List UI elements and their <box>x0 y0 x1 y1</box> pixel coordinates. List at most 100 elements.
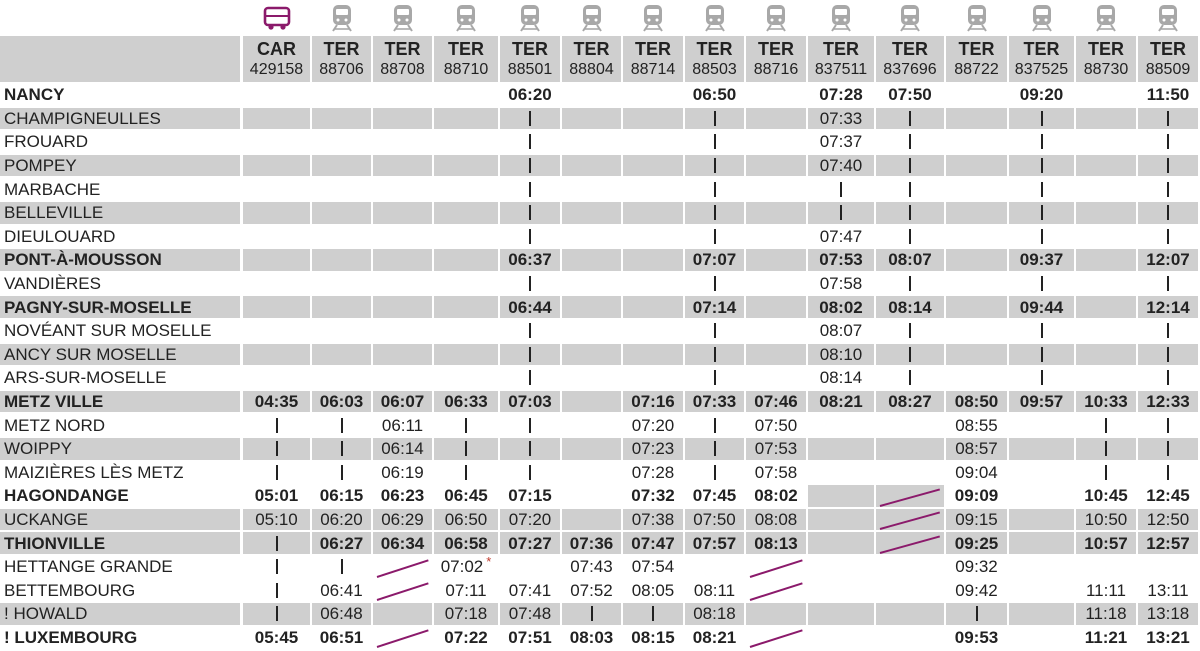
time-cell <box>1009 343 1074 366</box>
time-cell <box>1009 273 1074 295</box>
time-cell <box>623 178 683 200</box>
column-header: TER 88722 <box>946 36 1007 82</box>
time-cell: 08:27 <box>876 390 944 413</box>
time-value: 06:41 <box>320 580 363 600</box>
time-cell <box>243 532 310 554</box>
time-cell <box>243 178 310 200</box>
pass-through-mark <box>590 606 593 622</box>
time-cell: 08:07 <box>876 249 944 271</box>
time-cell <box>685 438 744 460</box>
pass-through-mark <box>529 158 531 174</box>
time-cell <box>562 84 621 106</box>
time-cell: 07:14 <box>685 296 744 318</box>
time-cell: 06:41 <box>312 580 371 602</box>
time-cell: 08:21 <box>808 390 874 413</box>
time-cell: 08:08 <box>746 508 806 531</box>
time-value: 08:55 <box>955 415 998 435</box>
time-cell <box>808 485 874 507</box>
time-cell <box>562 603 621 625</box>
pass-through-mark <box>529 181 531 197</box>
time-value: 06:11 <box>381 415 424 435</box>
pass-through-mark <box>529 134 531 150</box>
time-cell <box>243 414 310 436</box>
time-cell: 10:57 <box>1076 532 1136 554</box>
station-name: MAIZIÈRES LÈS METZ <box>4 462 184 482</box>
time-cell <box>1009 107 1074 130</box>
pass-through-mark <box>529 417 531 433</box>
station-name: NOVÉANT SUR MOSELLE <box>4 321 212 341</box>
time-cell: 07:28 <box>623 462 683 484</box>
time-cell <box>623 320 683 342</box>
pass-through-mark <box>1040 346 1043 362</box>
time-cell: 08:03 <box>562 627 621 649</box>
time-cell: 07:33 <box>808 107 874 130</box>
time-cell <box>373 178 432 200</box>
time-value: 08:15 <box>631 628 675 648</box>
time-cell <box>243 343 310 366</box>
time-cell: 06:19 <box>373 462 432 484</box>
time-cell: 06:15 <box>312 485 371 507</box>
time-cell <box>1009 320 1074 342</box>
pass-through-mark <box>1040 110 1043 126</box>
time-cell <box>243 226 310 248</box>
time-cell <box>685 320 744 342</box>
time-cell <box>562 296 621 318</box>
time-cell: 07:22 <box>434 627 498 649</box>
time-cell <box>373 343 432 366</box>
pass-through-mark <box>529 346 531 362</box>
time-cell <box>434 154 498 177</box>
time-cell: 06:07 <box>373 390 432 413</box>
time-value: 08:02 <box>819 297 863 317</box>
pass-through-mark <box>529 205 531 221</box>
station-name: CHAMPIGNEULLES <box>0 107 240 130</box>
time-cell: 08:18 <box>685 603 744 625</box>
time-cell <box>243 131 310 153</box>
time-cell: 07:11 <box>434 580 498 602</box>
time-cell: 06:44 <box>500 296 560 318</box>
time-cell <box>562 107 621 130</box>
column-header: TER 88501 <box>500 36 560 82</box>
time-value: 07:02 <box>440 557 484 577</box>
time-value: 07:43 <box>570 557 613 577</box>
column-type: TER <box>1023 39 1060 59</box>
time-cell <box>1009 603 1074 625</box>
column-type: TER <box>1088 39 1124 59</box>
time-value: 07:11 <box>445 580 487 600</box>
time-cell <box>1138 226 1198 248</box>
time-value: 09:04 <box>955 462 998 482</box>
time-cell: 11:21 <box>1076 627 1136 649</box>
time-cell <box>685 154 744 177</box>
time-cell: 12:50 <box>1138 508 1198 531</box>
time-cell <box>685 462 744 484</box>
time-cell <box>434 414 498 436</box>
pass-through-mark <box>340 559 343 575</box>
column-header: TER 837511 <box>808 36 874 82</box>
pass-through-mark <box>909 276 911 292</box>
time-value: 06:20 <box>508 85 552 105</box>
time-cell: 07:18 <box>434 603 498 625</box>
column-type: TER <box>696 39 733 59</box>
pass-through-mark <box>529 370 531 386</box>
pass-through-mark <box>529 441 531 457</box>
time-cell <box>946 273 1007 295</box>
time-cell <box>808 462 874 484</box>
time-cell <box>562 226 621 248</box>
time-value: 08:57 <box>955 439 998 459</box>
time-cell <box>434 84 498 106</box>
time-value: 08:50 <box>954 392 999 412</box>
time-cell <box>500 438 560 460</box>
train-icon <box>761 2 791 32</box>
pass-through-mark <box>1167 110 1169 126</box>
time-cell: 07:52 <box>562 580 621 602</box>
time-cell: 11:11 <box>1076 580 1136 602</box>
time-cell: 13:11 <box>1138 580 1198 602</box>
time-cell <box>946 178 1007 200</box>
time-cell <box>373 367 432 389</box>
time-cell <box>434 320 498 342</box>
time-cell <box>373 226 432 248</box>
time-cell <box>312 414 371 436</box>
time-value: 13:11 <box>1147 580 1189 600</box>
time-cell: 07:51 <box>500 627 560 649</box>
time-cell: 04:35 <box>243 390 310 413</box>
time-cell <box>1076 556 1136 578</box>
